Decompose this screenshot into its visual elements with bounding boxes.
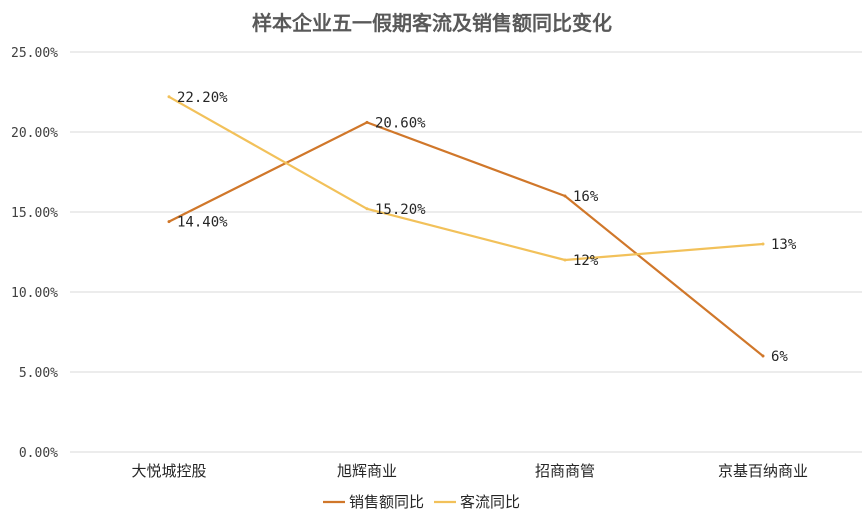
data-label: 15.20% [375, 202, 426, 218]
x-tick-label: 京基百纳商业 [718, 462, 808, 480]
y-tick-label: 10.00% [11, 286, 58, 301]
y-tick-label: 20.00% [11, 126, 58, 141]
x-tick-label: 旭辉商业 [337, 462, 397, 480]
y-tick-label: 15.00% [11, 206, 58, 221]
x-tick-label: 招商商管 [535, 462, 595, 480]
data-point [563, 194, 567, 198]
data-point [761, 354, 765, 358]
y-tick-label: 0.00% [19, 446, 58, 461]
data-point [365, 207, 369, 211]
data-label: 13% [771, 237, 797, 253]
x-tick-label: 大悦城控股 [131, 462, 206, 480]
data-label: 16% [573, 189, 599, 205]
legend: 销售额同比 客流同比 [323, 493, 520, 511]
series-lines [167, 95, 765, 358]
y-tick-label: 25.00% [11, 46, 58, 61]
series-line-0 [167, 121, 765, 358]
data-point [167, 220, 171, 224]
data-labels: 14.40% 20.60% 16% 6% 22.20% 15.20% 12% 13% [177, 90, 797, 365]
data-point [167, 95, 171, 99]
chart-title: 样本企业五一假期客流及销售额同比变化 [252, 11, 612, 35]
series-line-1 [167, 95, 765, 262]
y-axis-ticks: 0.00% 5.00% 10.00% 15.00% 20.00% 25.00% [11, 46, 58, 461]
y-tick-label: 5.00% [19, 366, 58, 381]
x-axis-ticks: 大悦城控股 旭辉商业 招商商管 京基百纳商业 [131, 462, 808, 480]
data-label: 20.60% [375, 115, 426, 131]
data-label: 6% [771, 349, 788, 365]
data-label: 12% [573, 253, 599, 269]
data-point [761, 242, 765, 246]
data-label: 22.20% [177, 90, 228, 106]
gridlines [70, 51, 862, 453]
data-point [563, 258, 567, 262]
legend-label: 销售额同比 [349, 493, 424, 511]
legend-label: 客流同比 [460, 493, 520, 511]
data-point [365, 120, 369, 124]
data-label: 14.40% [177, 215, 228, 231]
